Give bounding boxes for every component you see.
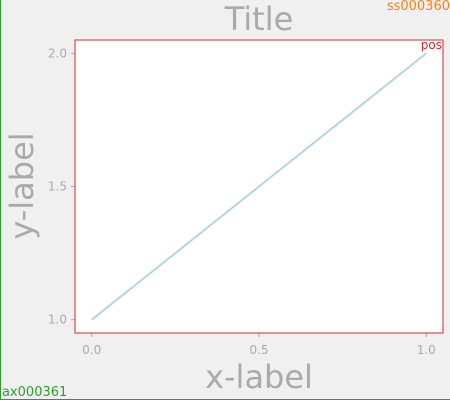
series-layer: [91, 52, 427, 321]
x-tick-label: 0.0: [82, 343, 101, 357]
x-tick-label: 1.0: [417, 343, 436, 357]
y-tick-label: 1.5: [48, 180, 67, 194]
y-tick-label: 1.0: [48, 313, 67, 327]
x-axis-ticks: 0.0 0.5 1.0: [82, 333, 436, 357]
annotation-pos: pos: [421, 38, 442, 52]
figure-tag-bottom-left: ax000361: [2, 385, 68, 400]
x-axis-label: x-label: [205, 358, 313, 396]
x-tick-label: 0.5: [249, 343, 268, 357]
y-axis-label: y-label: [3, 132, 41, 239]
figure-tag-top-right: ss000360: [386, 0, 450, 14]
chart-title: Title: [224, 0, 294, 38]
y-axis-ticks: 1.0 1.5 2.0: [48, 46, 75, 327]
series-line: [91, 52, 427, 321]
y-tick-label: 2.0: [48, 46, 67, 60]
axes-frame: [74, 39, 444, 334]
